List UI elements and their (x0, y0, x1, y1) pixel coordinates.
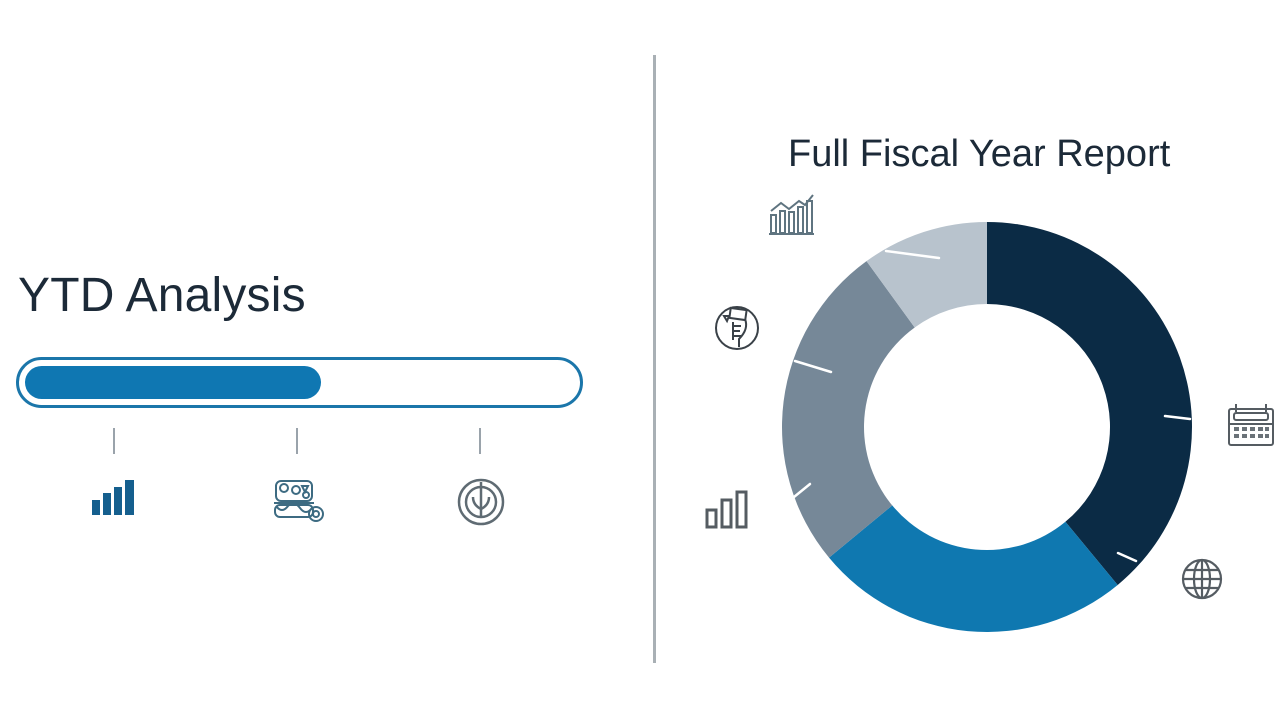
donut-tick (793, 359, 833, 374)
leaf-circle-icon (456, 477, 506, 527)
panel-divider (653, 55, 656, 663)
ytd-progress-bar (16, 357, 583, 408)
gears-process-icon (270, 478, 328, 524)
donut-tick (1163, 414, 1192, 421)
donut-segment-2 (829, 505, 1118, 632)
globe-icon (1180, 557, 1224, 601)
milestone-tick-1 (113, 428, 115, 454)
milestone-tick-3 (479, 428, 481, 454)
growth-chart-icon (768, 193, 816, 237)
calendar-icon (1227, 403, 1275, 449)
donut-tick (1116, 551, 1138, 563)
donut-segment-4 (866, 222, 987, 328)
donut-segment-3 (781, 261, 915, 558)
milestone-tick-2 (296, 428, 298, 454)
donut-tick (792, 482, 812, 499)
currency-cycle-icon (713, 304, 761, 352)
full-fiscal-year-title: Full Fiscal Year Report (788, 133, 1171, 175)
ytd-progress-fill (25, 366, 321, 399)
ytd-analysis-title: YTD Analysis (18, 269, 306, 322)
donut-segment-1 (987, 222, 1192, 585)
bar-chart-icon (704, 488, 752, 530)
bar-chart-icon (90, 476, 138, 518)
donut-tick (884, 249, 941, 260)
